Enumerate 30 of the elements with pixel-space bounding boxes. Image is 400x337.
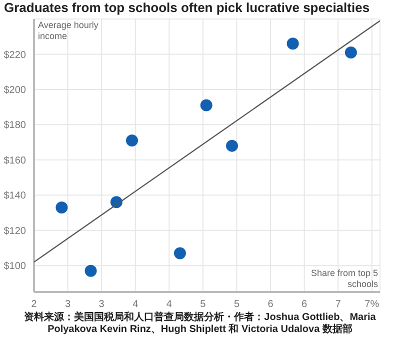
point <box>226 140 238 152</box>
point <box>126 134 138 147</box>
y-tick-label: $200 <box>4 85 26 96</box>
y-tick-label: $100 <box>4 261 26 272</box>
x-tick-label: 2 <box>31 299 38 310</box>
x-tick-label: 4 <box>132 299 139 310</box>
x-tick-label: 5 <box>200 299 206 310</box>
point <box>286 38 299 50</box>
x-tick-label: 3 <box>65 299 72 310</box>
point <box>84 264 97 277</box>
x-tick-label: 5 <box>234 299 240 310</box>
x-tick-label: 7 <box>335 299 342 310</box>
x-tick-label: 7% <box>364 299 380 310</box>
y-tick-label: $160 <box>4 155 26 166</box>
point <box>344 46 357 58</box>
y-tick-label: $220 <box>4 50 26 61</box>
x-tick-label: 3 <box>98 299 105 310</box>
x-tick-label: 6 <box>302 299 308 310</box>
point <box>200 99 212 112</box>
y-tick-label: $140 <box>4 190 26 202</box>
point <box>174 247 186 260</box>
x-tick-label: 6 <box>268 299 274 310</box>
x-axis-title: Share from top 5 schools <box>310 268 378 290</box>
point <box>56 201 68 214</box>
x-tick-label: 4 <box>166 299 172 310</box>
text: 资料来源：美国国税局和人口普查局数据分析・作者：Joshua Gottlieb、Maria Polyakova Kevin Rinz、Hugh Shiplett 和 Victoria Udalova 数据部 <box>23 312 377 336</box>
y-tick-label: $120 <box>4 226 26 237</box>
y-tick-label: $180 <box>4 120 26 132</box>
y-axis-title: Average hourly income <box>38 20 100 42</box>
chart-title: Graduates from top schools often pick lucrative specialties <box>4 0 370 15</box>
